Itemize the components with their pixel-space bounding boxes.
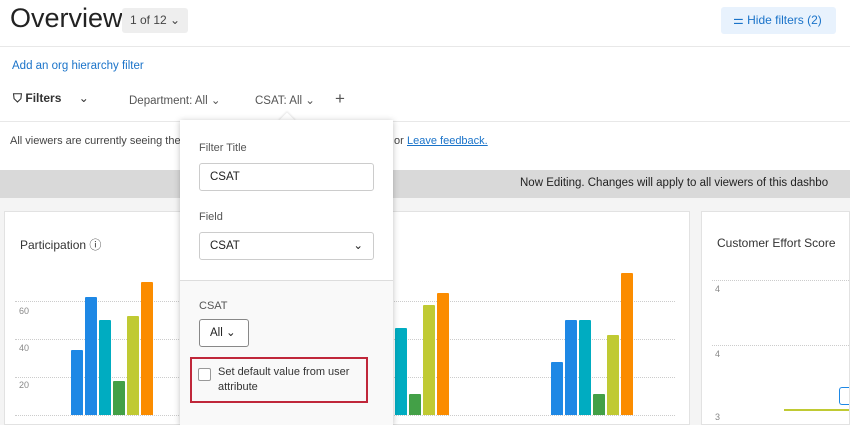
filters-label: Filters bbox=[25, 91, 62, 105]
bar bbox=[71, 350, 83, 415]
bar bbox=[437, 293, 449, 415]
chip-label: Department: All bbox=[129, 95, 208, 107]
bar bbox=[99, 320, 111, 415]
page-title: Overview bbox=[10, 3, 123, 33]
notice-suffix: or bbox=[394, 135, 404, 147]
bar bbox=[395, 327, 407, 415]
notice-text: All viewers are currently seeing the bbox=[10, 135, 181, 147]
filter-chip-department[interactable]: Department: All ⌄ bbox=[129, 95, 221, 107]
field-select[interactable]: CSAT ⌄ bbox=[199, 232, 374, 260]
card-title: Participation bbox=[20, 238, 87, 252]
csat-value-select[interactable]: All ⌄ bbox=[199, 319, 249, 347]
editing-banner-text: Now Editing. Changes will apply to all v… bbox=[520, 177, 829, 189]
hide-filters-label: Hide filters (2) bbox=[747, 13, 822, 27]
filter-edit-popover: Filter Title CSAT Field CSAT ⌄ CSAT All ⌄… bbox=[180, 120, 393, 425]
chevron-down-icon: ⌄ bbox=[353, 240, 363, 252]
highlight-box: Set default value from user attribute bbox=[190, 357, 368, 403]
bar bbox=[607, 335, 619, 415]
add-org-filter-link[interactable]: Add an org hierarchy filter bbox=[12, 60, 144, 72]
filters-toggle[interactable]: ⛉ Filters ⌄ bbox=[13, 91, 89, 106]
filter-title-label: Filter Title bbox=[199, 142, 247, 154]
add-filter-button[interactable]: + bbox=[335, 89, 345, 108]
filter-title-input[interactable]: CSAT bbox=[199, 163, 374, 191]
bar bbox=[551, 361, 563, 415]
y-tick: 60 bbox=[19, 306, 30, 316]
csat-value: All bbox=[210, 327, 223, 339]
bar bbox=[127, 316, 139, 415]
leave-feedback-link[interactable]: Leave feedback. bbox=[407, 135, 488, 147]
y-tick: 4 bbox=[715, 284, 721, 294]
pager-label: 1 of 12 bbox=[130, 13, 167, 27]
y-tick: 4 bbox=[715, 349, 721, 359]
bar bbox=[141, 282, 153, 415]
bar bbox=[579, 320, 591, 415]
sliders-icon: ⚌ bbox=[733, 13, 744, 27]
page-selector[interactable]: 1 of 12 ⌄ bbox=[122, 8, 189, 33]
divider bbox=[0, 121, 850, 122]
bar bbox=[423, 304, 435, 415]
chevron-down-icon: ⌄ bbox=[78, 91, 89, 105]
series-line bbox=[784, 409, 849, 411]
chevron-down-icon: ⌄ bbox=[170, 13, 181, 27]
bar bbox=[409, 394, 421, 415]
bar bbox=[85, 297, 97, 415]
info-icon[interactable]: ⓘ bbox=[89, 238, 102, 252]
bar bbox=[593, 394, 605, 415]
bar bbox=[565, 320, 577, 415]
gridline bbox=[712, 345, 849, 346]
filter-chip-csat[interactable]: CSAT: All ⌄ bbox=[255, 95, 315, 107]
card-title: Customer Effort Score bbox=[717, 236, 836, 250]
popover-lower-section: CSAT All ⌄ Set default value from user a… bbox=[180, 280, 393, 425]
field-label: Field bbox=[199, 211, 223, 223]
bar bbox=[621, 272, 633, 415]
default-value-checkbox[interactable] bbox=[198, 368, 211, 381]
hide-filters-button[interactable]: ⚌ Hide filters (2) bbox=[721, 7, 836, 34]
checkbox-label[interactable]: Set default value from user attribute bbox=[218, 366, 350, 393]
y-tick: 40 bbox=[19, 343, 30, 353]
divider bbox=[0, 46, 850, 47]
csat-label: CSAT bbox=[199, 300, 228, 312]
field-value: CSAT bbox=[210, 240, 240, 252]
editing-banner bbox=[0, 170, 850, 198]
y-tick: 20 bbox=[19, 380, 30, 390]
gridline bbox=[712, 280, 849, 281]
funnel-icon: ⛉ bbox=[13, 91, 23, 105]
y-tick: 3 bbox=[715, 412, 721, 422]
ces-card: Customer Effort Score 4 4 3 bbox=[701, 211, 850, 425]
bar bbox=[113, 380, 125, 415]
chip-label: CSAT: All bbox=[255, 95, 303, 107]
data-label bbox=[839, 387, 849, 405]
